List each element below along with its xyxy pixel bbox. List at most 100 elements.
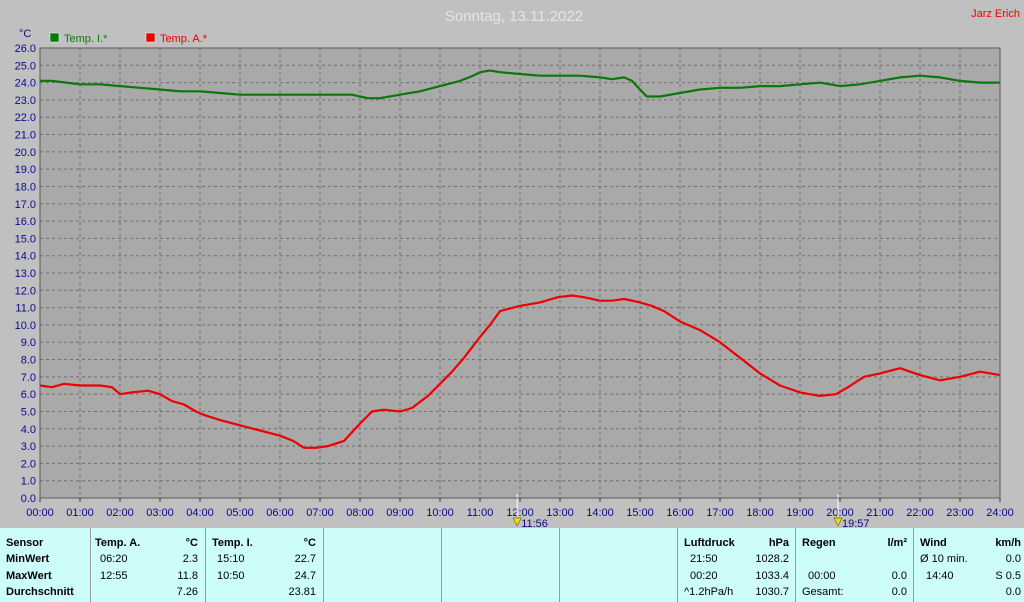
x-tick-label: 08:00 — [346, 507, 374, 519]
rain-header: Regen — [802, 537, 836, 549]
x-tick-label: 15:00 — [626, 507, 654, 519]
column-divider — [323, 528, 324, 602]
rain-value: 0.0 — [891, 570, 907, 582]
chart-title: Sonntag, 13.11.2022 — [445, 8, 583, 25]
y-tick-label: 26.0 — [15, 43, 36, 55]
y-tick-label: 4.0 — [21, 424, 36, 436]
temp-a-max-time: 12:55 — [100, 570, 128, 582]
wind-max-value: S 0.5 — [995, 570, 1021, 582]
y-tick-label: 14.0 — [15, 251, 36, 263]
x-tick-label: 07:00 — [306, 507, 334, 519]
column-divider — [205, 528, 206, 602]
column-divider — [441, 528, 442, 602]
x-tick-label: 02:00 — [106, 507, 134, 519]
pressure-min-time: 21:50 — [690, 553, 718, 565]
y-tick-label: 12.0 — [15, 285, 36, 297]
y-tick-label: 13.0 — [15, 268, 36, 280]
author-label: Jarz Erich — [971, 8, 1020, 20]
y-tick-label: 21.0 — [15, 130, 36, 142]
time-marker-icon — [512, 517, 522, 527]
pressure-header: Luftdruck — [684, 537, 735, 549]
x-tick-label: 12:00 — [506, 507, 534, 519]
x-tick-label: 18:00 — [746, 507, 774, 519]
x-tick-label: 16:00 — [666, 507, 694, 519]
y-tick-label: 20.0 — [15, 147, 36, 159]
row-label-avg: Durchschnitt — [6, 586, 74, 598]
wind-max-time: 14:40 — [926, 570, 954, 582]
wind-unit: km/h — [995, 537, 1021, 549]
series-line-outdoor — [39, 294, 1001, 449]
y-tick-label: 16.0 — [15, 216, 36, 228]
time-markers: 11:56 19:57 — [512, 494, 870, 528]
temp-i-average: 23.81 — [288, 586, 316, 598]
x-tick-label: 00:00 — [26, 507, 54, 519]
plot-frame — [39, 47, 1001, 499]
wind-header: Wind — [920, 537, 947, 549]
x-tick-label: 17:00 — [706, 507, 734, 519]
wind-last-value: 0.0 — [1005, 586, 1021, 598]
temp-i-min-time: 15:10 — [217, 553, 245, 565]
y-tick-label: 5.0 — [21, 406, 36, 418]
column-divider — [90, 528, 91, 602]
x-tick-label: 04:00 — [186, 507, 214, 519]
y-tick-label: 3.0 — [21, 441, 36, 453]
x-tick-label: 10:00 — [426, 507, 454, 519]
x-tick-label: 23:00 — [946, 507, 974, 519]
y-tick-label: 17.0 — [15, 199, 36, 211]
temp-i-max-value: 24.7 — [294, 570, 316, 582]
row-label-min: MinWert — [6, 553, 50, 565]
x-tick-label: 21:00 — [866, 507, 894, 519]
time-marker-label: 11:56 — [521, 518, 548, 528]
wind-avg-label: Ø 10 min. — [920, 553, 968, 565]
y-tick-label: 15.0 — [15, 233, 36, 245]
grid-lines — [40, 48, 1000, 498]
temperature-chart: 0.0 1.0 2.0 3.0 4.0 5.0 6.0 7.0 8.0 9.0 10.0 11.0 12… — [15, 8, 1020, 528]
pressure-min-value: 1028.2 — [755, 553, 789, 565]
column-divider — [677, 528, 678, 602]
y-tick-label: 23.0 — [15, 95, 36, 107]
legend-label-outdoor: Temp. A.* — [160, 33, 208, 45]
pressure-max-value: 1033.4 — [755, 570, 789, 582]
time-marker-icon — [833, 517, 843, 527]
x-axis-ticks — [39, 498, 1001, 502]
y-tick-label: 11.0 — [15, 303, 36, 315]
x-tick-label: 24:00 — [986, 507, 1014, 519]
temp-a-average: 7.26 — [176, 586, 198, 598]
series-line-indoor — [40, 69, 1000, 100]
x-tick-label: 11:00 — [467, 507, 494, 519]
y-tick-label: 18.0 — [15, 181, 36, 193]
pressure-unit: hPa — [768, 537, 789, 549]
x-tick-label: 03:00 — [146, 507, 174, 519]
y-tick-label: 24.0 — [15, 78, 36, 90]
column-divider — [559, 528, 560, 602]
statistics-table: Sensor MinWert MaxWert Durchschnitt Temp… — [0, 528, 1024, 602]
y-tick-label: 22.0 — [15, 112, 36, 124]
column-divider — [913, 528, 914, 602]
pressure-trend-value: 1030.7 — [755, 586, 789, 598]
row-label-max: MaxWert — [6, 570, 52, 582]
x-tick-label: 14:00 — [586, 507, 614, 519]
temp-i-max-time: 10:50 — [217, 570, 245, 582]
legend-swatch-outdoor — [145, 32, 156, 43]
x-tick-label: 01:00 — [66, 507, 94, 519]
y-axis-labels: 0.0 1.0 2.0 3.0 4.0 5.0 6.0 7.0 8.0 9.0 10.0 11.0 12… — [15, 43, 36, 505]
y-tick-label: 10.0 — [15, 320, 36, 332]
y-tick-label: 19.0 — [15, 164, 36, 176]
y-axis-unit: °C — [19, 28, 31, 40]
y-tick-label: 25.0 — [15, 60, 36, 72]
x-tick-label: 05:00 — [226, 507, 254, 519]
column-divider — [795, 528, 796, 602]
y-tick-label: 2.0 — [21, 458, 36, 470]
rain-total-label: Gesamt: — [802, 586, 844, 598]
sensor-header: Sensor — [6, 537, 44, 549]
temp-a-min-time: 06:20 — [100, 553, 128, 565]
temp-a-min-value: 2.3 — [182, 553, 198, 565]
time-marker-label: 19:57 — [842, 518, 870, 528]
x-tick-label: 09:00 — [386, 507, 414, 519]
rain-unit: l/m² — [887, 537, 907, 549]
x-axis-labels: 00:00 01:00 02:00 03:00 04:00 05:00 06:00 07:00… — [26, 507, 1014, 519]
y-tick-label: 8.0 — [21, 355, 36, 367]
pressure-max-time: 00:20 — [690, 570, 718, 582]
x-tick-label: 19:00 — [786, 507, 814, 519]
x-tick-label: 20:00 — [826, 507, 854, 519]
